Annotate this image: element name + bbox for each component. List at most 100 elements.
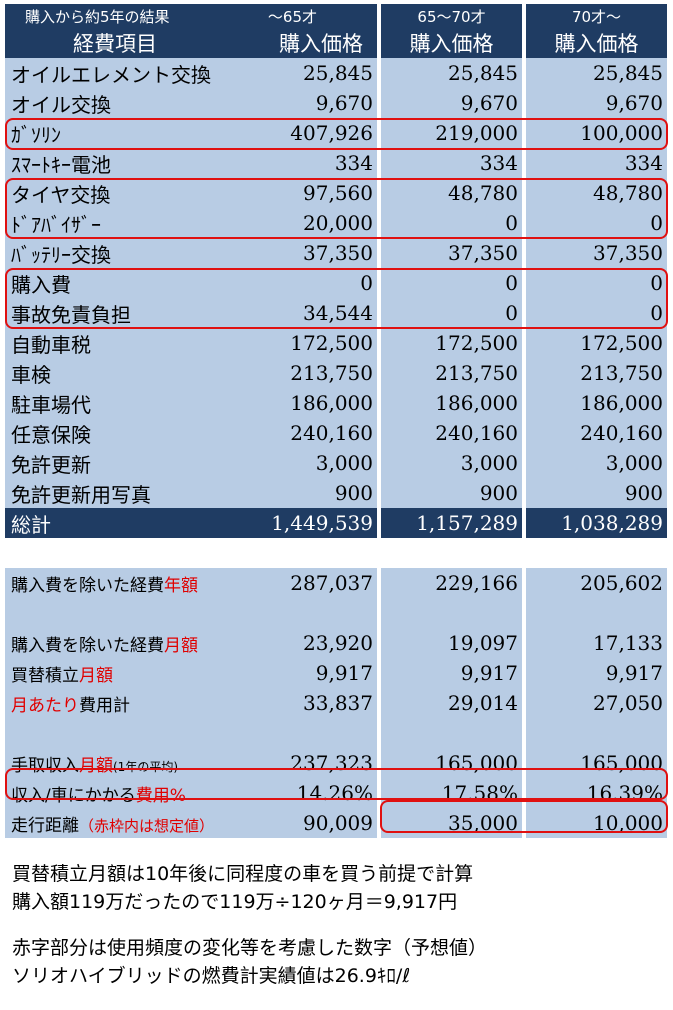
note-line-3: 赤字部分は使用頻度の変化等を考慮した数字（予想値） (12, 937, 488, 959)
row-label: 免許更新 (11, 452, 91, 477)
savings-value-2: 9,917 (381, 658, 522, 688)
cost-table: 購入から約5年の結果 ～65才 65～70才 70才～ 経費項目 購入価格 購入… (5, 4, 668, 838)
col3-age-label: 70才～ (526, 4, 667, 28)
subheader-cell: 経費項目 購入価格 (5, 28, 377, 58)
row-value-3: 0 (526, 298, 667, 328)
row-label-cell: 任意保険 240,160 (5, 418, 377, 448)
distance-value-2: 35,000 (381, 808, 522, 838)
row-value-2: 213,750 (381, 358, 522, 388)
header-row: 購入から約5年の結果 ～65才 65～70才 70才～ (5, 4, 668, 28)
table-row: オイルエレメント交換 25,845 25,845 25,845 (5, 58, 668, 88)
row-label-cell: 車検 213,750 (5, 358, 377, 388)
col2-age-label: 65～70才 (381, 4, 522, 28)
row-value-3: 37,350 (526, 238, 667, 268)
row-value-3: 48,780 (526, 178, 667, 208)
note-line-1: 買替積立月額は10年後に同程度の車を買う前提で計算 (12, 863, 474, 885)
ratio-label: 収入/車にかかる費用% (11, 785, 186, 806)
row-value-2: 25,845 (381, 58, 522, 88)
savings-cell: 買替積立月額 9,917 (5, 658, 377, 688)
total-cell: 総計 1,449,539 (5, 508, 377, 538)
row-value-3: 240,160 (526, 418, 667, 448)
income-label: 手取収入月額(1年の平均) (11, 755, 178, 776)
item-column-label: 経費項目 (73, 32, 157, 56)
row-label: ﾊﾞｯﾃﾘｰ交換 (11, 242, 111, 267)
note-line-2: 購入額119万だったので119万÷120ヶ月＝9,917円 (12, 891, 458, 913)
row-label-cell: オイル交換 9,670 (5, 88, 377, 118)
table-row: 自動車税 172,500 172,500 172,500 (5, 328, 668, 358)
annual-cell: 購入費を除いた経費年額 287,037 (5, 568, 377, 598)
notes: 買替積立月額は10年後に同程度の車を買う前提で計算 購入額119万だったので11… (12, 860, 487, 990)
annual-value-2: 229,166 (381, 568, 522, 598)
table-row: 任意保険 240,160 240,160 240,160 (5, 418, 668, 448)
savings-row: 買替積立月額 9,917 9,917 9,917 (5, 658, 668, 688)
row-label: 駐車場代 (11, 392, 91, 417)
monthly-value-2: 19,097 (381, 628, 522, 658)
row-value-2: 37,350 (381, 238, 522, 268)
row-label: 免許更新用写真 (11, 482, 151, 507)
row-value-2: 334 (381, 148, 522, 178)
savings-label: 買替積立月額 (11, 665, 113, 686)
row-value-3: 0 (526, 268, 667, 298)
table-row: 購入費 0 0 0 (5, 268, 668, 298)
row-value-1: 0 (360, 271, 373, 295)
row-value-1: 186,000 (290, 391, 373, 415)
table-row: 免許更新用写真 900 900 900 (5, 478, 668, 508)
row-label-cell: 駐車場代 186,000 (5, 388, 377, 418)
row-value-2: 900 (381, 478, 522, 508)
row-value-3: 172,500 (526, 328, 667, 358)
per-month-cell: 月あたり費用計 33,837 (5, 688, 377, 718)
total-label: 総計 (11, 512, 51, 537)
row-label-cell: ｶﾞｿﾘﾝ 407,926 (5, 118, 377, 148)
row-value-1: 900 (334, 481, 373, 505)
row-label: ｶﾞｿﾘﾝ (11, 122, 61, 147)
savings-value-3: 9,917 (526, 658, 667, 688)
row-value-2: 9,670 (381, 88, 522, 118)
ratio-value-3: 16.39% (526, 778, 667, 808)
annual-row: 購入費を除いた経費年額 287,037 229,166 205,602 (5, 568, 668, 598)
income-row: 手取収入月額(1年の平均) 237,323 165,000 165,000 (5, 748, 668, 778)
price-column-label-2: 購入価格 (381, 28, 522, 58)
row-label-cell: ﾄﾞｱﾊﾞｲｻﾞｰ 20,000 (5, 208, 377, 238)
table-row: オイル交換 9,670 9,670 9,670 (5, 88, 668, 118)
table-row: 駐車場代 186,000 186,000 186,000 (5, 388, 668, 418)
ratio-value-1: 14.26% (296, 781, 373, 805)
row-value-2: 3,000 (381, 448, 522, 478)
ratio-row: 収入/車にかかる費用% 14.26% 17.58% 16.39% (5, 778, 668, 808)
table-row: ﾊﾞｯﾃﾘｰ交換 37,350 37,350 37,350 (5, 238, 668, 268)
subheader-row: 経費項目 購入価格 購入価格 購入価格 (5, 28, 668, 58)
monthly-row: 購入費を除いた経費月額 23,920 19,097 17,133 (5, 628, 668, 658)
table-row: 免許更新 3,000 3,000 3,000 (5, 448, 668, 478)
row-label: オイルエレメント交換 (11, 62, 211, 87)
row-value-1: 20,000 (303, 211, 373, 235)
ratio-value-2: 17.58% (381, 778, 522, 808)
table-row: ｽﾏｰﾄｷｰ電池 334 334 334 (5, 148, 668, 178)
table-row: 事故免責負担 34,544 0 0 (5, 298, 668, 328)
row-value-2: 240,160 (381, 418, 522, 448)
row-value-3: 100,000 (526, 118, 667, 148)
row-value-1: 34,544 (303, 301, 373, 325)
row-label-cell: 自動車税 172,500 (5, 328, 377, 358)
table-title-cell: 購入から約5年の結果 ～65才 (5, 4, 377, 28)
table-title: 購入から約5年の結果 (25, 7, 170, 26)
row-label-cell: 事故免責負担 34,544 (5, 298, 377, 328)
table-row: ﾄﾞｱﾊﾞｲｻﾞｰ 20,000 0 0 (5, 208, 668, 238)
col1-age-label: ～65才 (267, 7, 317, 26)
savings-value-1: 9,917 (315, 661, 373, 685)
row-value-2: 219,000 (381, 118, 522, 148)
row-value-1: 172,500 (290, 331, 373, 355)
income-value-2: 165,000 (381, 748, 522, 778)
per-month-value-3: 27,050 (526, 688, 667, 718)
row-label-cell: 免許更新用写真 900 (5, 478, 377, 508)
table-row: ｶﾞｿﾘﾝ 407,926 219,000 100,000 (5, 118, 668, 148)
row-label: ｽﾏｰﾄｷｰ電池 (11, 152, 111, 177)
row-value-2: 0 (381, 208, 522, 238)
expense-rows: オイルエレメント交換 25,845 25,845 25,845 オイル交換 9,670 9,… (5, 58, 668, 508)
row-label-cell: 免許更新 3,000 (5, 448, 377, 478)
row-label: 車検 (11, 362, 51, 387)
row-value-2: 48,780 (381, 178, 522, 208)
income-cell: 手取収入月額(1年の平均) 237,323 (5, 748, 377, 778)
per-month-row: 月あたり費用計 33,837 29,014 27,050 (5, 688, 668, 718)
row-value-3: 334 (526, 148, 667, 178)
distance-value-3: 10,000 (526, 808, 667, 838)
row-label: 事故免責負担 (11, 302, 131, 327)
